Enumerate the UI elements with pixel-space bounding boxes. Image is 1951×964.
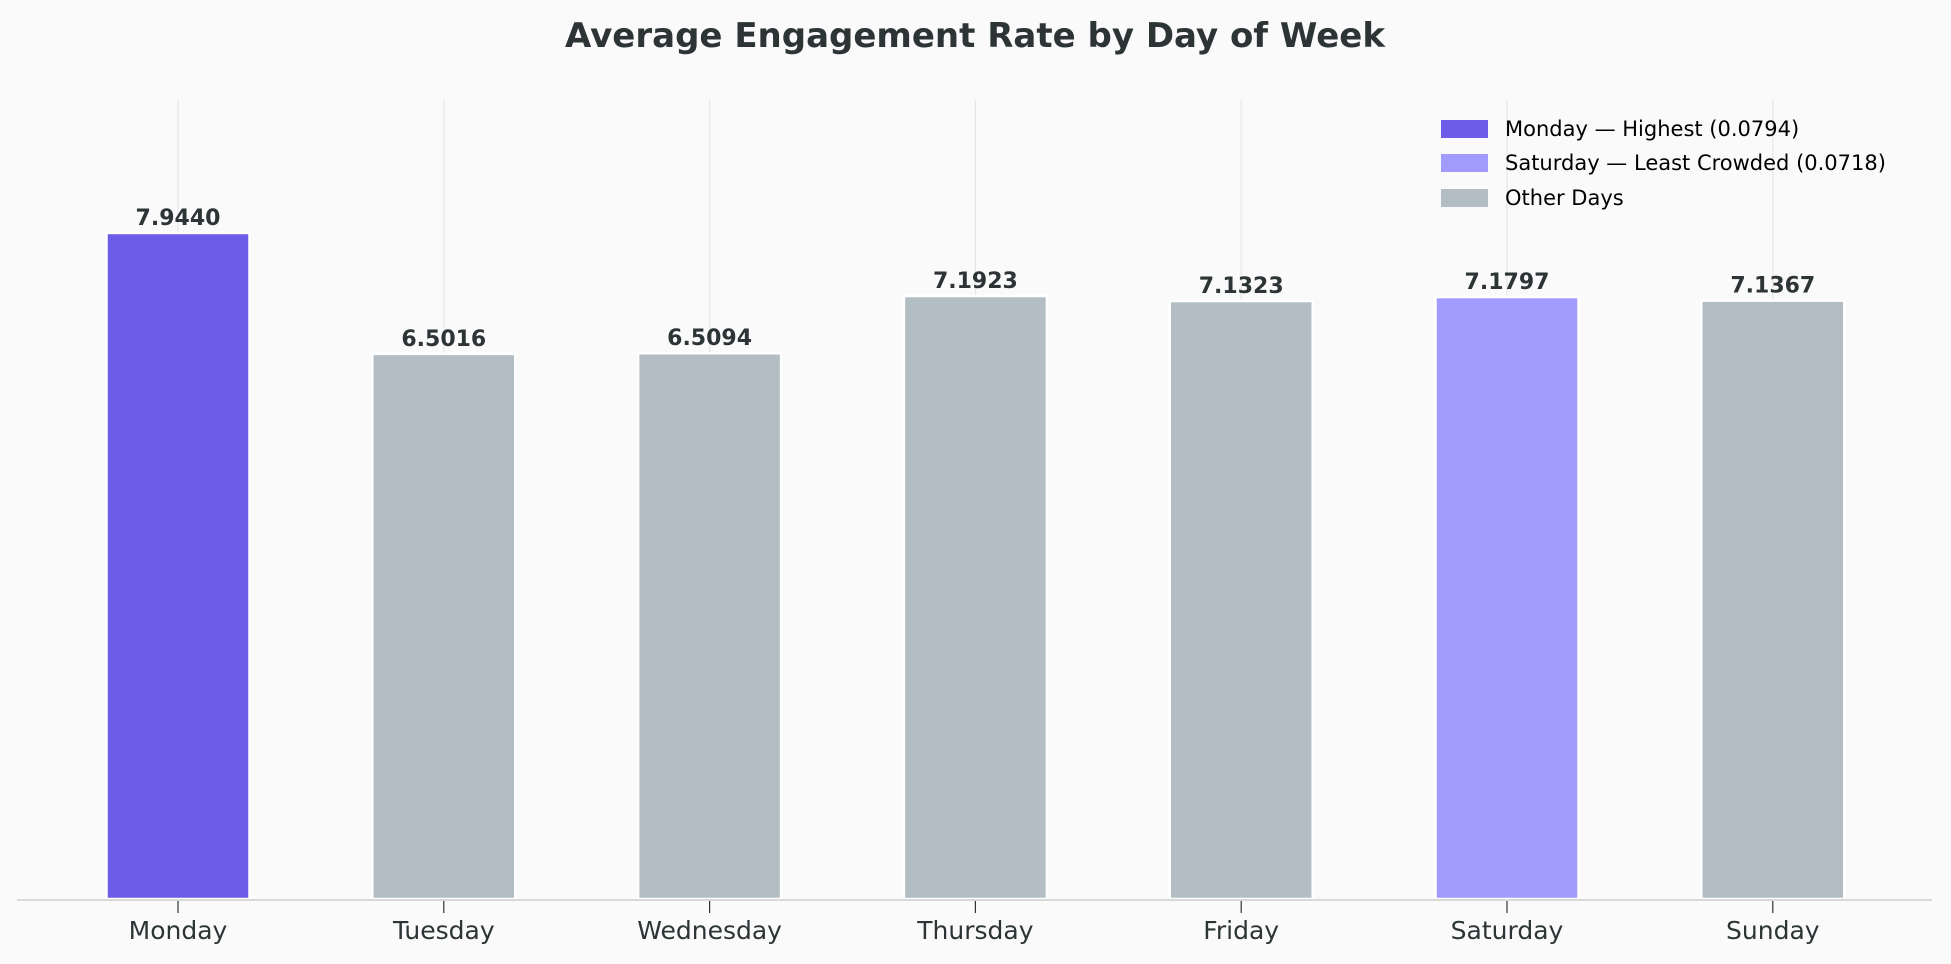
data-label: 7.1367 — [1730, 274, 1815, 299]
legend-item: Other Days — [1441, 186, 1624, 210]
chart-title: Average Engagement Rate by Day of Week — [565, 16, 1386, 56]
bar-monday — [105, 231, 251, 901]
bar-friday — [1168, 299, 1314, 901]
legend-label: Other Days — [1505, 186, 1624, 210]
bar-wednesday — [636, 351, 783, 901]
legend-label: Saturday — Least Crowded (0.0718) — [1505, 151, 1886, 175]
x-tick-label: Tuesday — [392, 916, 495, 945]
x-tick-label: Saturday — [1451, 916, 1564, 945]
bar-tuesday — [371, 352, 517, 901]
data-label: 6.5094 — [667, 326, 752, 351]
legend-swatch — [1441, 189, 1488, 207]
legend-swatch — [1441, 154, 1488, 172]
x-tick-label: Wednesday — [637, 916, 782, 945]
x-tick-label: Thursday — [916, 916, 1033, 945]
data-label: 7.1323 — [1199, 274, 1284, 299]
x-tick-label: Friday — [1203, 916, 1279, 945]
x-tick-label: Monday — [129, 916, 228, 945]
bar-sunday — [1700, 299, 1846, 901]
bar-saturday — [1434, 295, 1580, 901]
legend-swatch — [1441, 120, 1488, 138]
x-tick-label: Sunday — [1726, 916, 1820, 945]
legend-item: Saturday — Least Crowded (0.0718) — [1441, 151, 1886, 175]
data-label: 7.1797 — [1465, 270, 1550, 295]
data-label: 7.1923 — [933, 269, 1018, 294]
bar-thursday — [902, 294, 1049, 901]
data-label: 6.5016 — [401, 327, 486, 352]
legend-label: Monday — Highest (0.0794) — [1505, 117, 1799, 141]
data-label: 7.9440 — [136, 206, 221, 231]
legend-item: Monday — Highest (0.0794) — [1441, 117, 1799, 141]
